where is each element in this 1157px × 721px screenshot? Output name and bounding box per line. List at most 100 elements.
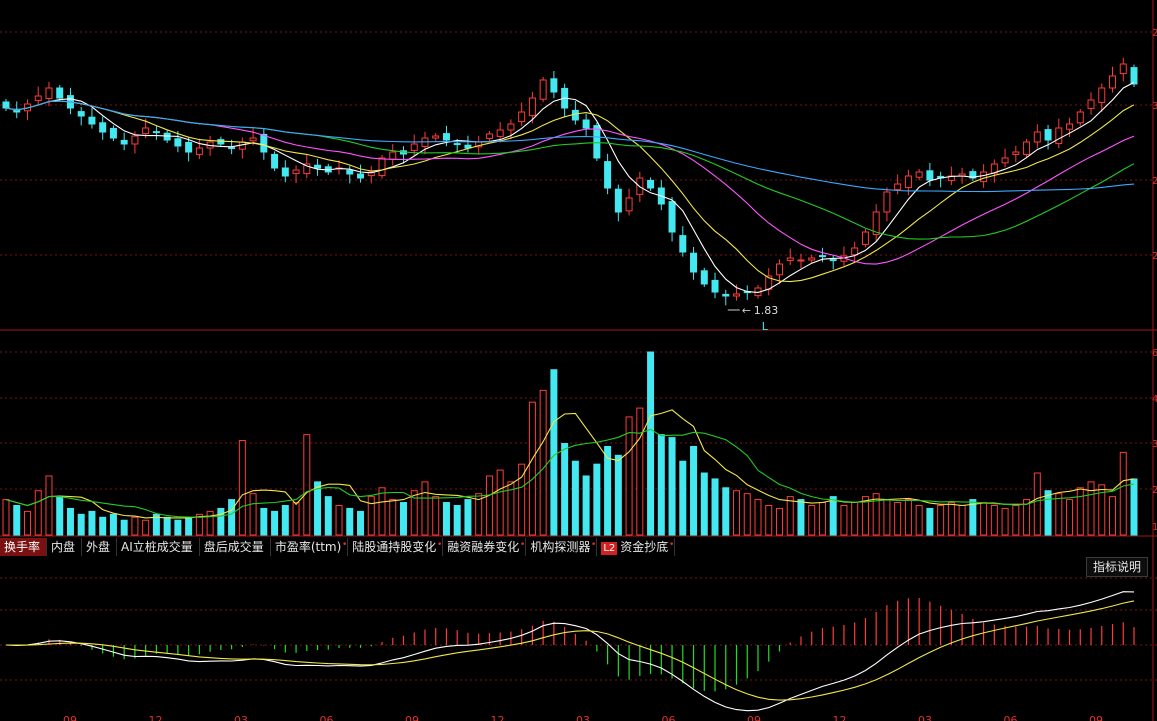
- down-candle: [571, 109, 579, 121]
- down-candle: [711, 279, 719, 293]
- up-candle: [432, 135, 440, 139]
- down-candle: [722, 293, 730, 297]
- indicator-tab-4[interactable]: 盘后成交量: [200, 537, 271, 556]
- turnover-bar-up: [733, 490, 741, 536]
- turnover-bar-down: [1130, 478, 1138, 536]
- up-candle: [1076, 111, 1084, 124]
- turnover-bar-up: [754, 499, 762, 536]
- up-candle: [34, 95, 42, 101]
- turnover-bar-down: [453, 504, 461, 536]
- up-candle: [894, 183, 902, 191]
- down-candle: [185, 141, 193, 153]
- turnover-bar-down: [66, 507, 74, 536]
- turnover-bar-down: [614, 454, 622, 536]
- down-candle: [582, 119, 590, 129]
- down-candle: [357, 173, 365, 179]
- new-dot-icon: •: [668, 539, 675, 550]
- turnover-bar-up: [818, 502, 826, 536]
- indicator-help-button[interactable]: 指标说明: [1085, 557, 1148, 577]
- date-axis-tick: 09: [63, 714, 77, 721]
- low-marker-label: L: [762, 320, 769, 333]
- down-candle: [77, 111, 85, 117]
- turnover-bar-up: [1055, 493, 1063, 536]
- indicator-tab-bar: 换手率 内盘 外盘 AI立桩成交量 盘后成交量 市盈率(ttm) • 陆股通持股变化 • 融资融券…: [0, 537, 1157, 556]
- turnover-bar-down: [829, 496, 837, 536]
- price-axis-tick: 2.: [1152, 28, 1157, 39]
- turnover-bar-up: [528, 401, 536, 536]
- up-candle: [786, 257, 794, 261]
- indicator-tab-8[interactable]: 机构探测器 •: [526, 537, 598, 556]
- up-candle: [1087, 99, 1095, 109]
- turnover-bar-up: [2, 499, 10, 536]
- turnover-bar-up: [625, 416, 633, 536]
- turnover-bar-up: [872, 493, 880, 536]
- turnover-bar-down: [56, 496, 64, 536]
- turnover-bar-up: [840, 504, 848, 536]
- date-axis-tick: 06: [662, 714, 676, 721]
- turnover-bar-down: [647, 351, 655, 536]
- up-candle: [1001, 157, 1009, 164]
- up-candle: [797, 259, 805, 262]
- down-candle: [1130, 67, 1138, 85]
- turnover-bar-up: [23, 510, 31, 536]
- turnover-bar-down: [77, 513, 85, 536]
- turnover-bar-up: [786, 496, 794, 536]
- up-candle: [518, 111, 526, 123]
- turnover-bar-up: [238, 440, 246, 536]
- turnover-bar-down: [120, 519, 128, 536]
- turnover-bar-down: [99, 516, 107, 536]
- price-axis-tick: 2.: [1152, 251, 1157, 262]
- indicator-tab-0[interactable]: 换手率: [0, 537, 48, 556]
- down-candle: [926, 170, 934, 181]
- turnover-bar-down: [711, 478, 719, 536]
- down-candle: [281, 167, 289, 177]
- up-candle: [915, 171, 923, 178]
- turnover-bar-down: [969, 499, 977, 536]
- turnover-bar-up: [292, 502, 300, 536]
- turnover-bar-up: [1001, 507, 1009, 536]
- turnover-bar-down: [109, 513, 117, 536]
- turnover-axis-tick: 6: [1152, 348, 1157, 359]
- down-candle: [668, 201, 676, 233]
- min-price-label: 1.83: [754, 304, 779, 317]
- date-axis-tick: 06: [320, 714, 334, 721]
- indicator-tab-7[interactable]: 融资融券变化 •: [443, 537, 527, 556]
- down-candle: [700, 270, 708, 285]
- indicator-tab-1[interactable]: 内盘: [47, 537, 83, 556]
- indicator-tab-6[interactable]: 陆股通持股变化 •: [348, 537, 444, 556]
- turnover-bar-up: [432, 496, 440, 536]
- turnover-bar-down: [260, 507, 268, 536]
- min-arrow-icon: ←: [742, 304, 751, 317]
- ma30-line: [5, 100, 1135, 240]
- down-candle: [550, 78, 558, 93]
- up-candle: [528, 97, 536, 117]
- turnover-bar-down: [228, 499, 236, 536]
- turnover-bar-up: [743, 493, 751, 536]
- turnover-bar-down: [152, 513, 160, 536]
- turnover-bar-down: [163, 516, 171, 536]
- indicator-tab-2[interactable]: 外盘: [82, 537, 118, 556]
- up-candle: [625, 197, 633, 212]
- down-candle: [56, 87, 64, 99]
- up-candle: [883, 191, 891, 213]
- up-candle: [389, 151, 397, 160]
- up-candle: [851, 247, 859, 256]
- turnover-bar-up: [507, 481, 515, 536]
- indicator-tab-5[interactable]: 市盈率(ttm) •: [271, 537, 349, 556]
- turnover-bar-up: [1119, 451, 1127, 536]
- turnover-bar-up: [34, 490, 42, 536]
- indicator-tab-9[interactable]: L2 资金抄底 •: [597, 537, 676, 556]
- indicator-tab-3[interactable]: AI立桩成交量: [117, 537, 200, 556]
- date-axis-tick: 03: [576, 714, 590, 721]
- up-candle: [496, 129, 504, 137]
- up-candle: [303, 163, 311, 175]
- turnover-bar-up: [45, 475, 53, 536]
- turnover-bar-up: [1098, 484, 1106, 536]
- turnover-bar-up: [496, 469, 504, 536]
- up-candle: [733, 293, 741, 297]
- turnover-bar-up: [958, 504, 966, 536]
- up-candle: [861, 231, 869, 245]
- price-axis-tick: 2.: [1152, 176, 1157, 187]
- turnover-bar-up: [980, 502, 988, 536]
- turnover-bar-up: [1087, 481, 1095, 536]
